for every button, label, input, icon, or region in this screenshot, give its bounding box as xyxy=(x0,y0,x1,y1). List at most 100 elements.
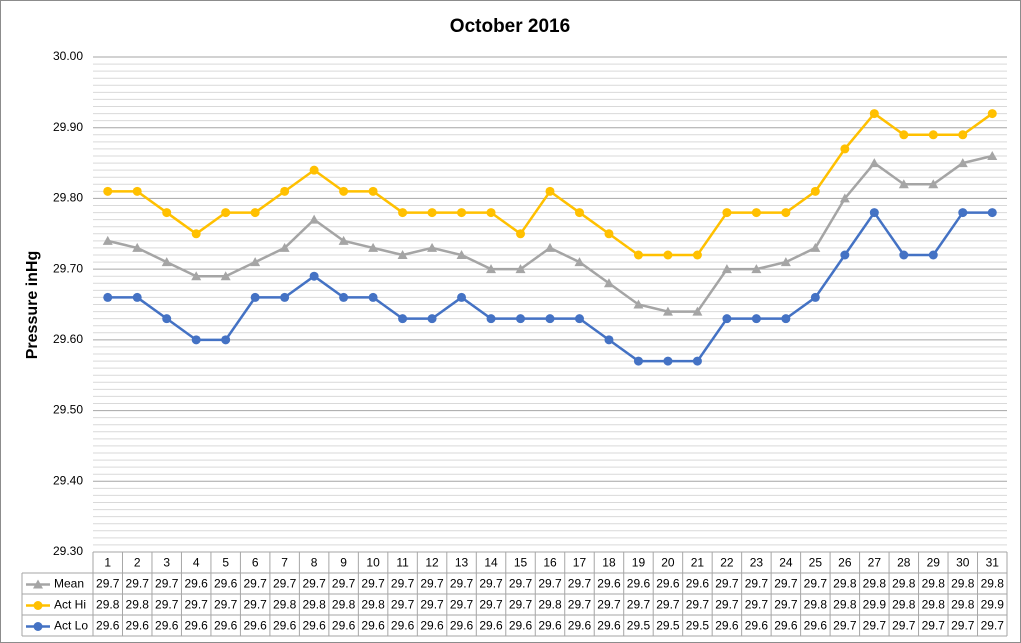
table-value: 29.6 xyxy=(509,619,533,633)
table-value: 29.6 xyxy=(126,619,150,633)
table-value: 29.8 xyxy=(833,598,857,612)
data-point xyxy=(898,179,909,189)
table-value: 29.6 xyxy=(185,577,209,591)
data-point xyxy=(427,314,437,324)
table-value: 29.7 xyxy=(833,619,857,633)
table-value: 29.6 xyxy=(332,619,356,633)
data-point xyxy=(486,314,496,324)
data-point xyxy=(221,208,231,218)
data-point xyxy=(810,186,820,196)
data-point xyxy=(457,208,467,218)
x-tick-label: 30 xyxy=(956,556,970,570)
table-value: 29.5 xyxy=(656,619,680,633)
x-tick-label: 5 xyxy=(222,556,229,570)
data-point xyxy=(574,208,584,218)
x-tick-label: 28 xyxy=(897,556,911,570)
legend-marker xyxy=(33,601,43,610)
table-value: 29.6 xyxy=(479,619,503,633)
table-value: 29.7 xyxy=(774,577,798,591)
table-value: 29.8 xyxy=(804,598,828,612)
table-value: 29.7 xyxy=(981,619,1005,633)
data-point xyxy=(987,151,998,160)
y-tick-label: 29.70 xyxy=(53,261,83,275)
x-tick-label: 27 xyxy=(868,556,882,570)
data-point xyxy=(398,208,408,218)
data-point xyxy=(309,271,319,281)
y-tick-label: 29.30 xyxy=(53,544,83,558)
table-value: 29.7 xyxy=(420,598,444,612)
table-value: 29.7 xyxy=(185,598,209,612)
data-point xyxy=(102,235,113,245)
table-value: 29.8 xyxy=(538,598,562,612)
table-value: 29.6 xyxy=(656,577,680,591)
table-value: 29.7 xyxy=(96,577,120,591)
data-point xyxy=(633,356,643,366)
data-point xyxy=(221,335,231,345)
table-value: 29.7 xyxy=(774,598,798,612)
data-point xyxy=(250,257,261,267)
data-point xyxy=(810,292,820,302)
table-value: 29.7 xyxy=(243,598,267,612)
table-value: 29.7 xyxy=(391,577,415,591)
table-value: 29.6 xyxy=(302,619,326,633)
data-point xyxy=(103,186,113,196)
table-value: 29.7 xyxy=(627,598,651,612)
table-value: 29.6 xyxy=(391,619,415,633)
table-value: 29.7 xyxy=(479,577,503,591)
table-value: 29.8 xyxy=(892,577,916,591)
data-point xyxy=(958,208,968,218)
x-tick-label: 9 xyxy=(340,556,347,570)
x-tick-label: 24 xyxy=(779,556,793,570)
x-tick-label: 16 xyxy=(543,556,557,570)
table-value: 29.8 xyxy=(892,598,916,612)
table-value: 29.7 xyxy=(273,577,297,591)
chart-title: October 2016 xyxy=(450,16,570,37)
data-point xyxy=(456,250,467,259)
legend-marker xyxy=(33,579,43,589)
y-tick-label: 29.60 xyxy=(53,332,83,346)
table-value: 29.6 xyxy=(774,619,798,633)
data-point xyxy=(692,306,703,316)
legend-label: Act Hi xyxy=(54,598,86,612)
table-value: 29.7 xyxy=(892,619,916,633)
data-point xyxy=(840,250,850,260)
data-point xyxy=(751,264,762,274)
table-value: 29.8 xyxy=(922,577,946,591)
table-value: 29.7 xyxy=(804,577,828,591)
x-tick-label: 1 xyxy=(104,556,111,570)
data-point xyxy=(132,186,142,196)
data-point xyxy=(338,235,349,245)
data-point xyxy=(545,314,555,324)
data-point xyxy=(486,208,496,218)
table-value: 29.7 xyxy=(155,577,179,591)
table-value: 29.7 xyxy=(715,577,739,591)
table-value: 29.8 xyxy=(951,598,975,612)
table-value: 29.5 xyxy=(627,619,651,633)
data-point xyxy=(368,242,379,252)
data-point xyxy=(751,208,761,218)
data-point xyxy=(250,292,260,302)
data-point xyxy=(309,214,320,224)
table-value: 29.9 xyxy=(863,598,887,612)
table-value: 29.6 xyxy=(597,577,621,591)
table-value: 29.8 xyxy=(332,598,356,612)
table-value: 29.7 xyxy=(568,577,592,591)
table-value: 29.8 xyxy=(361,598,385,612)
data-point xyxy=(869,109,879,119)
table-value: 29.7 xyxy=(361,577,385,591)
table-value: 29.6 xyxy=(96,619,120,633)
data-point xyxy=(574,314,584,324)
data-point xyxy=(309,165,319,175)
table-value: 29.6 xyxy=(155,619,179,633)
table-value: 29.7 xyxy=(745,577,769,591)
data-point xyxy=(633,250,643,260)
data-point xyxy=(132,242,143,252)
data-point xyxy=(987,208,997,218)
x-tick-label: 17 xyxy=(573,556,587,570)
y-tick-label: 29.90 xyxy=(53,120,83,134)
x-tick-label: 26 xyxy=(838,556,852,570)
table-value: 29.8 xyxy=(863,577,887,591)
data-point xyxy=(781,314,791,324)
table-value: 29.7 xyxy=(715,598,739,612)
